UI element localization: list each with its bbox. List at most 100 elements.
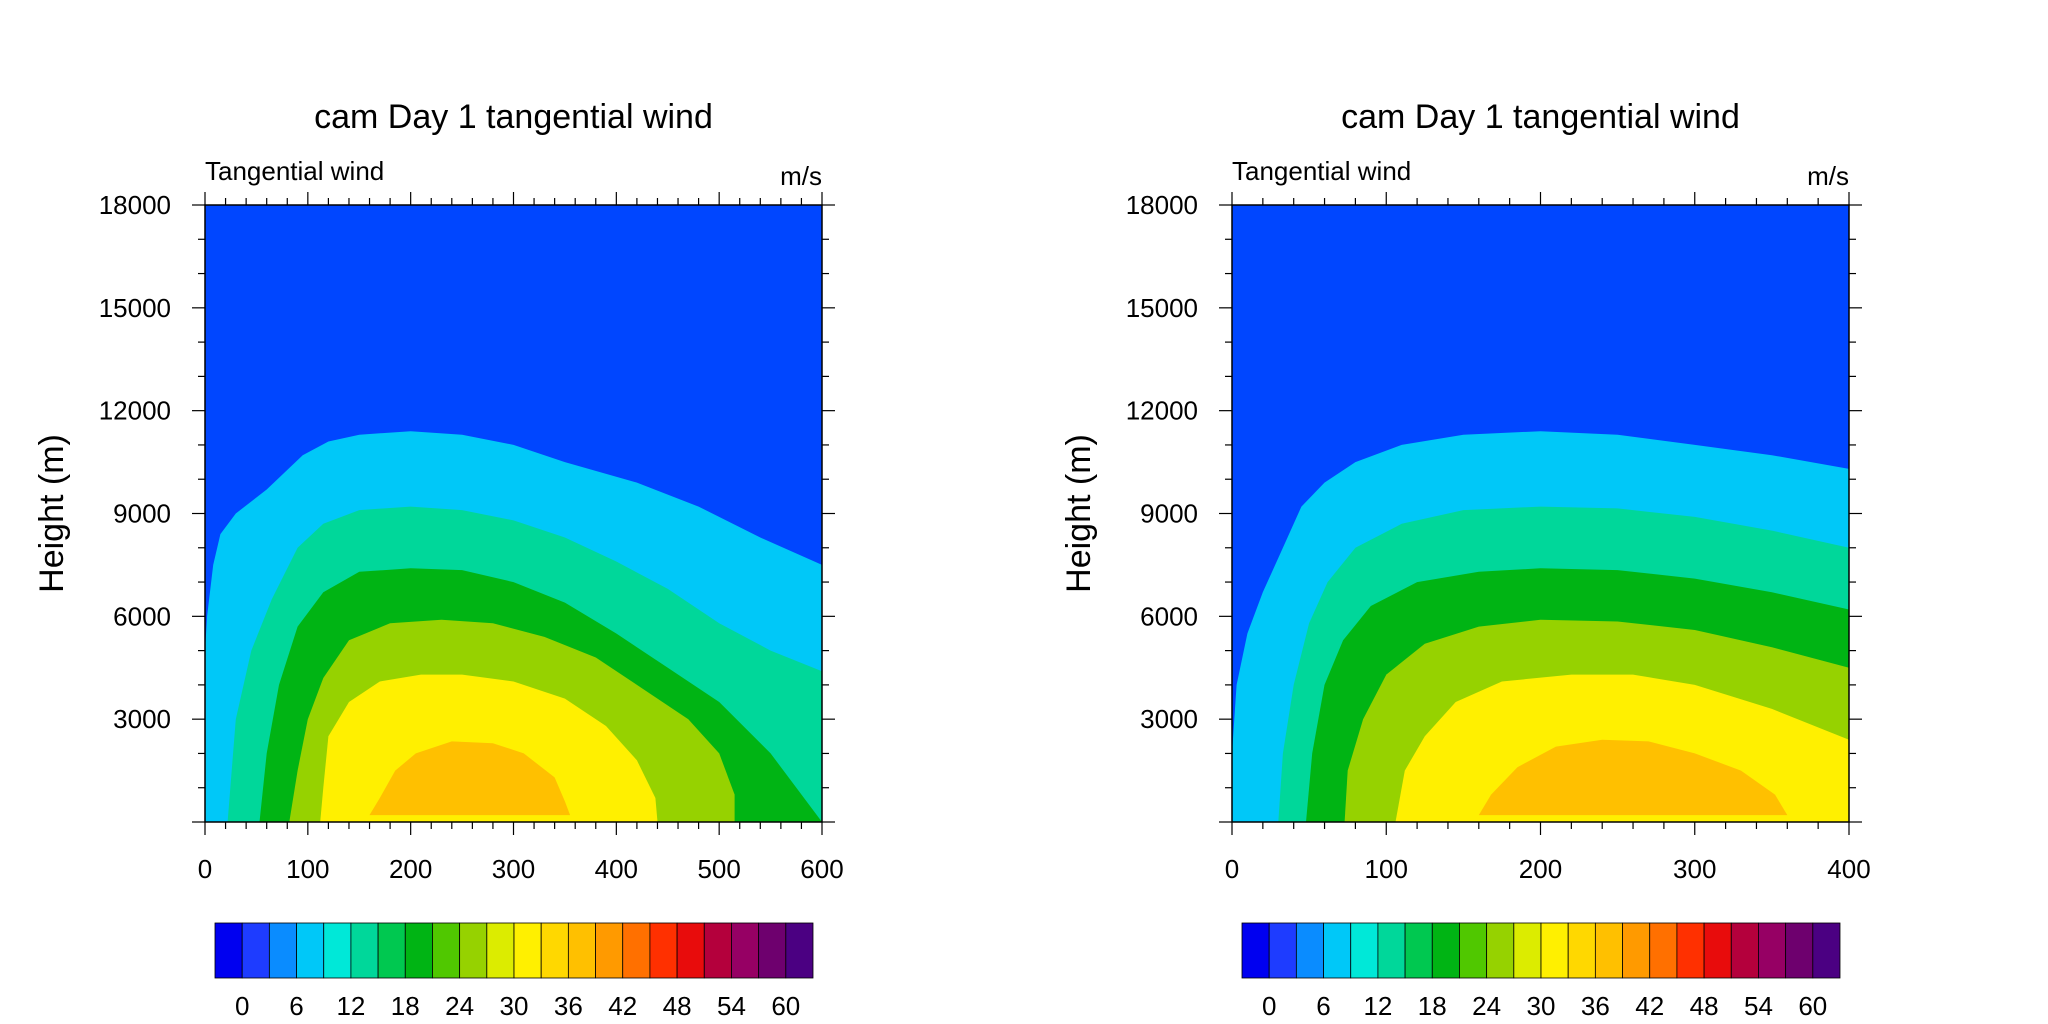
colorbar-swatch bbox=[540, 922, 569, 979]
colorbar-swatch bbox=[731, 922, 760, 979]
y-tick-label: 18000 bbox=[99, 190, 171, 220]
contour-band-36-42 bbox=[369, 741, 571, 816]
chart-title: cam Day 1 tangential wind bbox=[314, 98, 713, 136]
colorbar-label: 0 bbox=[235, 991, 249, 1021]
colorbar-swatch bbox=[486, 922, 515, 979]
y-tick-label: 18000 bbox=[1126, 190, 1198, 220]
colorbar-swatch bbox=[1350, 922, 1379, 979]
colorbar-swatch bbox=[377, 922, 406, 979]
colorbar-label: 42 bbox=[608, 991, 637, 1021]
colorbar-swatch bbox=[567, 922, 596, 979]
colorbar-label: 6 bbox=[1316, 991, 1330, 1021]
colorbar-swatch bbox=[1812, 922, 1841, 979]
colorbar-swatch bbox=[1241, 922, 1270, 979]
colorbar-label: 12 bbox=[336, 991, 365, 1021]
colorbar-label: 12 bbox=[1363, 991, 1392, 1021]
colorbar-swatch bbox=[268, 922, 297, 979]
colorbar-label: 42 bbox=[1635, 991, 1664, 1021]
y-axis-label: Height (m) bbox=[33, 434, 71, 593]
colorbar-swatch bbox=[296, 922, 325, 979]
x-tick-label: 300 bbox=[1673, 854, 1716, 884]
colorbar-swatch bbox=[1703, 922, 1732, 979]
colorbar-swatch bbox=[1295, 922, 1324, 979]
colorbar-swatch bbox=[1486, 922, 1515, 979]
x-tick-label: 200 bbox=[1519, 854, 1562, 884]
colorbar-swatch bbox=[649, 922, 678, 979]
y-tick-label: 12000 bbox=[99, 396, 171, 426]
colorbar-swatch bbox=[241, 922, 270, 979]
units-label: m/s bbox=[780, 161, 822, 191]
colorbar-swatch bbox=[1540, 922, 1569, 979]
y-tick-label: 3000 bbox=[113, 704, 171, 734]
colorbar-label: 0 bbox=[1262, 991, 1276, 1021]
colorbar-swatch bbox=[1459, 922, 1488, 979]
x-tick-label: 100 bbox=[286, 854, 329, 884]
colorbar-swatch bbox=[404, 922, 433, 979]
colorbar-swatch bbox=[432, 922, 461, 979]
variable-label: Tangential wind bbox=[1232, 156, 1411, 186]
units-label: m/s bbox=[1807, 161, 1849, 191]
colorbar-swatch bbox=[1758, 922, 1787, 979]
x-tick-label: 0 bbox=[198, 854, 212, 884]
colorbar-swatch bbox=[350, 922, 379, 979]
colorbar-swatch bbox=[1268, 922, 1297, 979]
variable-label: Tangential wind bbox=[205, 156, 384, 186]
colorbar-swatch bbox=[1431, 922, 1460, 979]
colorbar-swatch bbox=[622, 922, 651, 979]
y-tick-label: 9000 bbox=[113, 499, 171, 529]
x-tick-label: 200 bbox=[389, 854, 432, 884]
y-tick-label: 6000 bbox=[113, 601, 171, 631]
colorbar-swatch bbox=[214, 922, 243, 979]
colorbar-label: 6 bbox=[289, 991, 303, 1021]
colorbar-swatch bbox=[1730, 922, 1759, 979]
colorbar-label: 24 bbox=[445, 991, 474, 1021]
colorbar-label: 54 bbox=[717, 991, 746, 1021]
colorbar-swatch bbox=[1594, 922, 1623, 979]
colorbar-swatch bbox=[1567, 922, 1596, 979]
colorbar-swatch bbox=[459, 922, 488, 979]
x-tick-label: 0 bbox=[1225, 854, 1239, 884]
colorbar-swatch bbox=[595, 922, 624, 979]
colorbar-label: 36 bbox=[554, 991, 583, 1021]
colorbar-swatch bbox=[1377, 922, 1406, 979]
colorbar-label: 24 bbox=[1472, 991, 1501, 1021]
colorbar-label: 60 bbox=[771, 991, 800, 1021]
colorbar-label: 18 bbox=[391, 991, 420, 1021]
colorbar-label: 18 bbox=[1418, 991, 1447, 1021]
colorbar-swatch bbox=[1404, 922, 1433, 979]
chart-title: cam Day 1 tangential wind bbox=[1341, 98, 1740, 136]
y-tick-label: 6000 bbox=[1140, 601, 1198, 631]
y-tick-label: 12000 bbox=[1126, 396, 1198, 426]
colorbar-swatch bbox=[1513, 922, 1542, 979]
colorbar-swatch bbox=[1649, 922, 1678, 979]
y-tick-label: 15000 bbox=[99, 293, 171, 323]
colorbar: 0 6 12 18 24 30 36 42 48 54 60 bbox=[1241, 922, 1841, 1021]
colorbar-label: 60 bbox=[1798, 991, 1827, 1021]
colorbar-swatch bbox=[758, 922, 787, 979]
colorbar-swatch bbox=[1676, 922, 1705, 979]
colorbar-label: 48 bbox=[1690, 991, 1719, 1021]
x-tick-label: 600 bbox=[800, 854, 843, 884]
colorbar: 0 6 12 18 24 30 36 42 48 54 60 bbox=[214, 922, 814, 1021]
y-axis-label: Height (m) bbox=[1060, 434, 1098, 593]
y-tick-label: 9000 bbox=[1140, 499, 1198, 529]
colorbar-label: 30 bbox=[500, 991, 529, 1021]
colorbar-swatch bbox=[513, 922, 542, 979]
x-tick-label: 400 bbox=[1827, 854, 1870, 884]
x-tick-label: 300 bbox=[492, 854, 535, 884]
colorbar-label: 48 bbox=[663, 991, 692, 1021]
x-tick-label: 400 bbox=[595, 854, 638, 884]
x-tick-label: 100 bbox=[1365, 854, 1408, 884]
colorbar-label: 36 bbox=[1581, 991, 1610, 1021]
colorbar-swatch bbox=[703, 922, 732, 979]
contour-fill bbox=[1232, 431, 1849, 822]
x-tick-label: 500 bbox=[697, 854, 740, 884]
colorbar-swatch bbox=[1323, 922, 1352, 979]
colorbar-swatch bbox=[676, 922, 705, 979]
colorbar-label: 54 bbox=[1744, 991, 1773, 1021]
colorbar-swatch bbox=[1622, 922, 1651, 979]
colorbar-swatch bbox=[785, 922, 814, 979]
